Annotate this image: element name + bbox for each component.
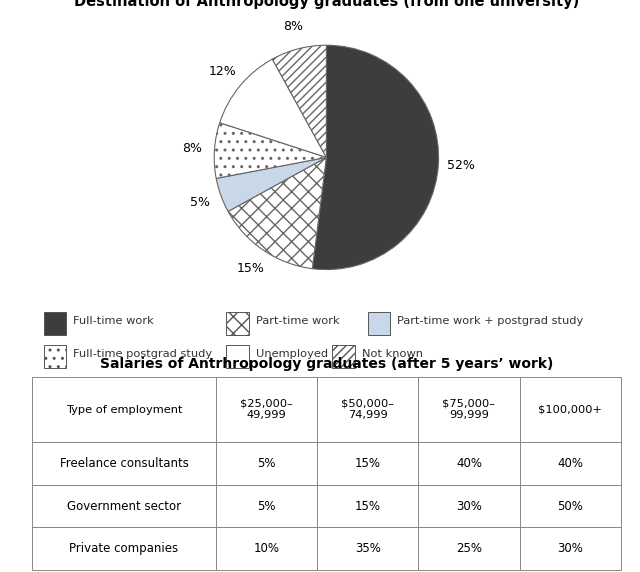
Text: Unemployed: Unemployed: [256, 349, 328, 359]
Wedge shape: [273, 45, 326, 157]
Wedge shape: [216, 157, 326, 212]
Text: Full-time postgrad study: Full-time postgrad study: [73, 349, 212, 359]
FancyBboxPatch shape: [227, 345, 249, 368]
Text: Part-time work + postgrad study: Part-time work + postgrad study: [397, 316, 583, 326]
Text: Not known: Not known: [362, 349, 423, 359]
Text: 8%: 8%: [283, 21, 303, 34]
Text: 5%: 5%: [189, 197, 210, 209]
Wedge shape: [228, 157, 326, 269]
Wedge shape: [220, 59, 326, 157]
FancyBboxPatch shape: [367, 312, 390, 335]
Text: 15%: 15%: [237, 262, 265, 275]
Text: Full-time work: Full-time work: [73, 316, 154, 326]
FancyBboxPatch shape: [227, 312, 249, 335]
Text: 8%: 8%: [182, 142, 202, 156]
Title: Salaries of Antrhropology graduates (after 5 years’ work): Salaries of Antrhropology graduates (aft…: [100, 357, 553, 371]
Wedge shape: [312, 45, 438, 269]
Text: 12%: 12%: [209, 65, 237, 78]
FancyBboxPatch shape: [44, 345, 66, 368]
Text: 52%: 52%: [447, 160, 475, 172]
Title: Destination of Anthropology graduates (from one university): Destination of Anthropology graduates (f…: [74, 0, 579, 9]
FancyBboxPatch shape: [332, 345, 355, 368]
Wedge shape: [214, 123, 326, 178]
Text: Part-time work: Part-time work: [256, 316, 339, 326]
FancyBboxPatch shape: [44, 312, 66, 335]
